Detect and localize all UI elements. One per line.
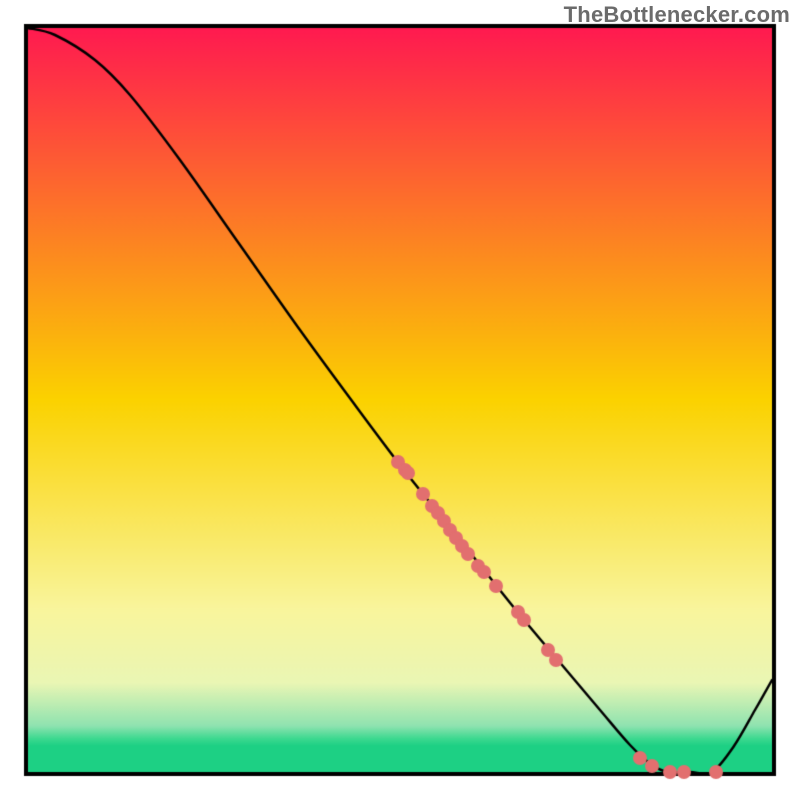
chart-root: TheBottlenecker.com [0, 0, 800, 800]
bottleneck-chart-canvas [0, 0, 800, 800]
watermark-text: TheBottlenecker.com [564, 2, 790, 28]
